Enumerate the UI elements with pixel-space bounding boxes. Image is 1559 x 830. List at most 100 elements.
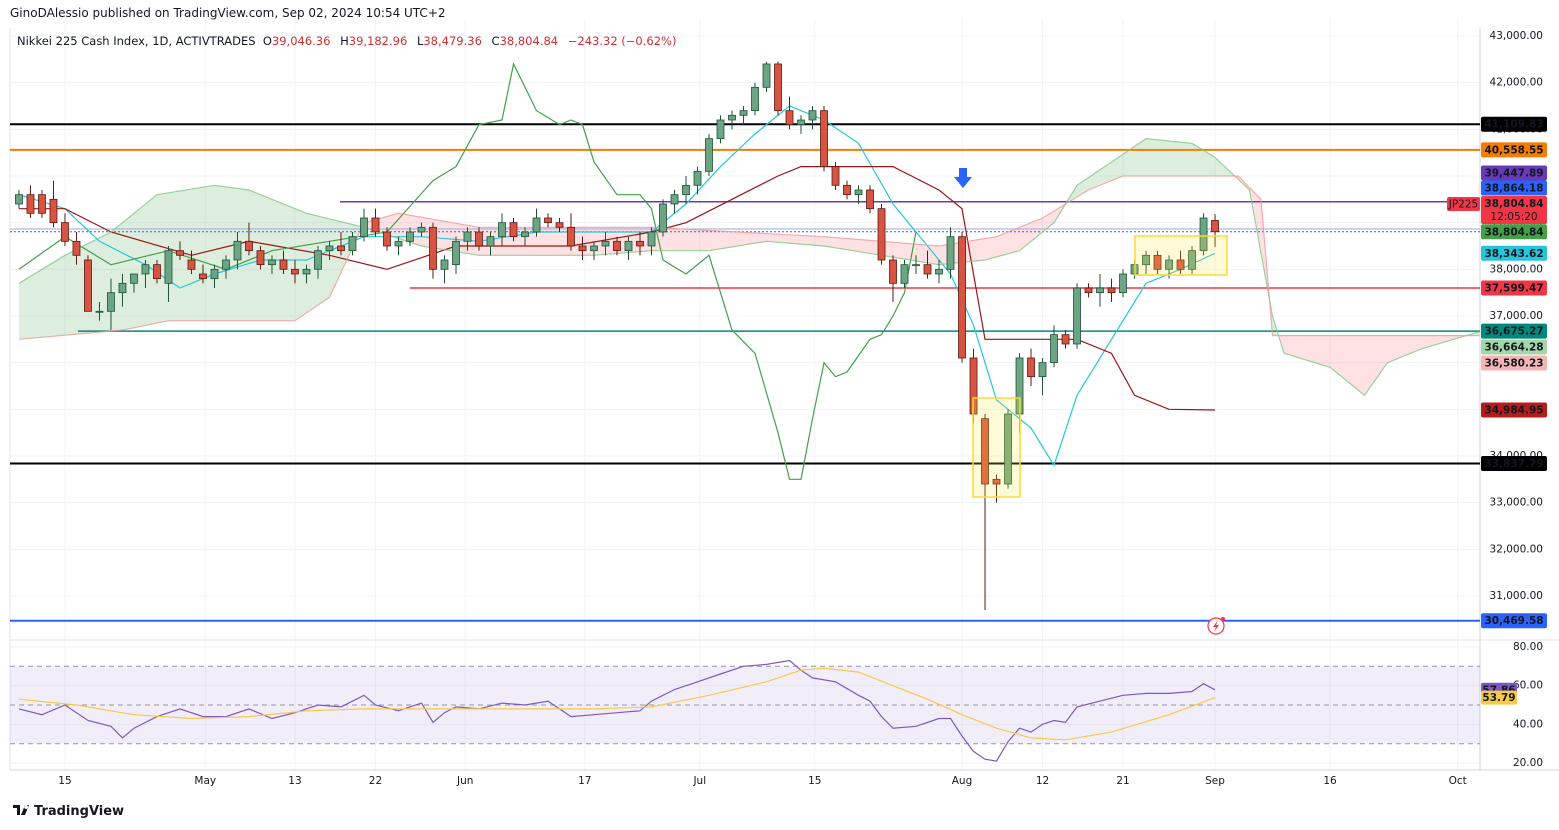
candle-body — [348, 236, 357, 252]
cloud-fill — [634, 227, 640, 253]
y-tick-label: 33,000.00 — [1490, 497, 1543, 509]
candle-body — [1165, 259, 1173, 270]
cloud-fill — [18, 279, 25, 340]
price-badge-label: 33,837.79 — [1484, 458, 1543, 470]
cloud-fill — [709, 230, 715, 251]
cloud-fill — [214, 185, 221, 321]
cloud-fill — [967, 240, 974, 262]
cloud-fill — [553, 227, 560, 256]
cloud-fill — [197, 187, 203, 321]
candle-body — [1096, 287, 1104, 294]
cloud-fill — [1123, 150, 1129, 176]
last-price-badge — [1481, 196, 1547, 224]
candle-body — [268, 259, 276, 266]
cloud-fill — [939, 245, 945, 265]
x-tick-label: 15 — [808, 775, 821, 787]
candle-body — [693, 170, 702, 186]
candle-body — [659, 203, 667, 233]
cloud-fill — [116, 222, 123, 331]
price-badge — [1481, 245, 1547, 261]
x-tick-label: 22 — [369, 775, 382, 787]
cloud-fill — [110, 227, 117, 332]
cloud-fill — [829, 237, 836, 248]
cloud-fill — [1203, 150, 1210, 176]
cloud-fill — [1410, 335, 1417, 354]
price-badge-label: 34,984.95 — [1484, 405, 1543, 417]
cloud-fill — [1387, 335, 1394, 363]
cloud-fill — [381, 216, 387, 235]
cloud-fill — [760, 233, 767, 243]
candle-body — [613, 240, 621, 252]
cloud-fill — [1002, 231, 1009, 256]
cloud-fill — [1186, 142, 1193, 176]
candle-body — [429, 226, 437, 270]
cloud-fill — [852, 238, 859, 252]
candle-body — [291, 268, 299, 275]
cloud-fill — [847, 238, 853, 251]
cloud-fill — [795, 235, 802, 245]
cloud-fill — [306, 213, 313, 313]
quote-value: 39,182.96 — [348, 34, 408, 48]
price-badge-label: 38,864.18 — [1484, 183, 1543, 195]
y-tick-label: 38,000.00 — [1490, 263, 1543, 275]
candle-body — [107, 292, 115, 312]
price-badge-label: 37,599.47 — [1484, 283, 1543, 295]
candle-body — [325, 245, 334, 252]
cloud-fill — [806, 235, 813, 246]
cloud-fill — [898, 242, 905, 260]
candle-body — [682, 184, 690, 196]
price-badge — [1481, 355, 1547, 371]
indicator-line — [18, 62, 917, 480]
candle-body — [958, 236, 966, 359]
countdown-label: 12:05:20 — [1490, 211, 1537, 223]
candle-body — [912, 264, 920, 267]
cloud-fill — [392, 213, 399, 239]
cloud-fill — [1330, 335, 1336, 372]
logo[interactable]: TradingView — [12, 803, 124, 819]
symbol-badge — [1447, 197, 1480, 211]
y-tick-label: 43,000.00 — [1490, 30, 1543, 42]
price-badge-label: 30,469.58 — [1484, 615, 1543, 627]
highlight-box — [972, 397, 1021, 498]
cloud-fill — [1163, 140, 1170, 176]
candle-body — [210, 268, 219, 280]
cloud-fill — [93, 237, 100, 333]
cloud-fill — [1031, 220, 1037, 242]
x-tick-label: Jul — [692, 775, 706, 787]
candle-body — [1050, 334, 1058, 364]
cloud-fill — [824, 236, 830, 247]
cloud-fill — [801, 235, 807, 245]
cloud-fill — [663, 227, 669, 251]
cloud-fill — [1117, 154, 1124, 179]
quote-value: 39,046.36 — [271, 34, 331, 48]
candle-body — [187, 259, 196, 270]
cloud-fill — [438, 220, 445, 250]
cloud-fill — [300, 210, 307, 317]
candle-body — [118, 282, 127, 294]
price-badge-label: 38,343.62 — [1484, 248, 1543, 260]
quote-key: H — [340, 34, 349, 48]
candle-body — [279, 259, 288, 270]
cloud-fill — [530, 227, 537, 256]
candle-body — [843, 184, 851, 196]
cloud-fill — [1358, 335, 1365, 396]
cloud-fill — [151, 194, 157, 325]
rsi-badge — [1481, 690, 1517, 705]
candle-body — [1119, 273, 1127, 294]
cloud-fill — [248, 189, 255, 321]
cloud-fill — [858, 239, 865, 253]
candle-body — [452, 240, 460, 266]
candle-body — [176, 250, 184, 256]
cloud-fill — [1209, 153, 1216, 176]
price-badge-label: 38,804.84 — [1484, 226, 1543, 238]
cloud-fill — [444, 221, 451, 251]
cloud-fill — [680, 228, 687, 251]
cloud-fill — [76, 246, 83, 335]
price-badge — [1481, 323, 1547, 339]
cloud-fill — [1008, 229, 1014, 254]
candle-body — [233, 240, 242, 261]
candle-body — [624, 240, 633, 252]
candle-body — [61, 222, 69, 242]
price-badge — [1481, 165, 1547, 181]
cloud-fill — [737, 231, 744, 246]
